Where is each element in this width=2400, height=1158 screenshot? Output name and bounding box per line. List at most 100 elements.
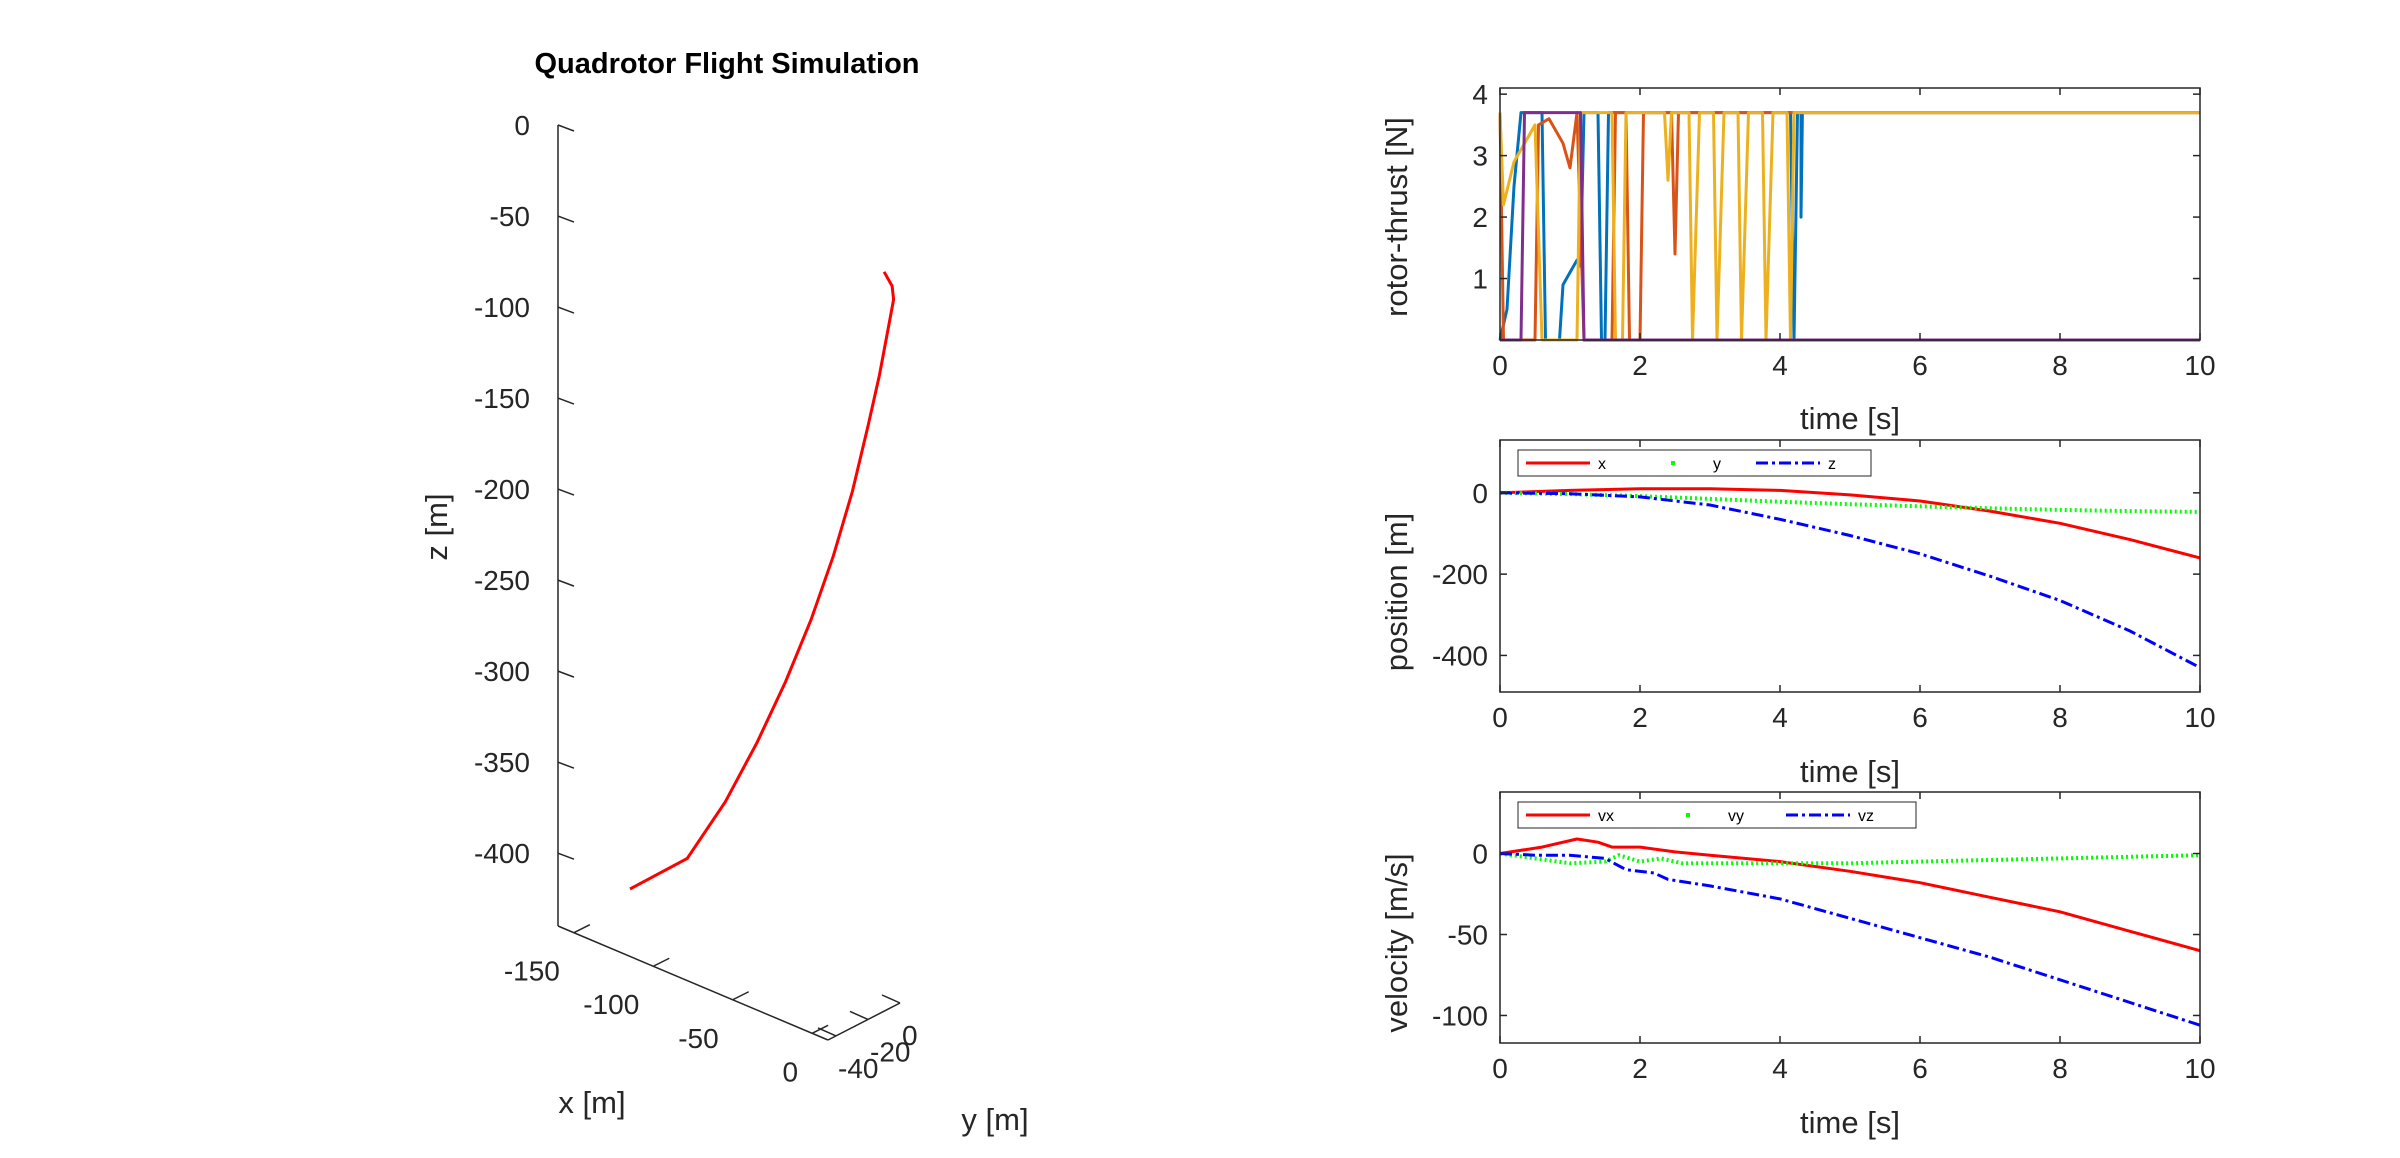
z-tick-mark	[557, 306, 575, 314]
z-tick-mark	[557, 852, 575, 860]
y-tick-label: 1	[1472, 264, 1488, 295]
x-tick-label: 8	[2052, 702, 2068, 733]
series-group	[1498, 111, 2200, 342]
y-tick-label: -200	[1432, 559, 1488, 590]
x-tick-label: 10	[2184, 1053, 2215, 1084]
axes-frame	[1499, 439, 2201, 693]
y-tick-label: -20	[870, 1036, 910, 1067]
z-tick-label: -150	[474, 383, 530, 414]
trajectory-line	[629, 271, 896, 891]
legend-label: vz	[1858, 808, 1874, 825]
x-tick-label: 0	[1492, 1053, 1508, 1084]
y-axis-label: velocity [m/s]	[1379, 853, 1414, 1032]
x-tick-label: -150	[504, 956, 560, 987]
x-tick-label: 4	[1772, 702, 1788, 733]
chart-title: Quadrotor Flight Simulation	[534, 48, 919, 80]
velocity-plot: velocity [m/s] time [s] 0 2 4 6 8 10 0 -50 -100 v…	[1379, 791, 2216, 1140]
y-tick-label: 0	[1472, 839, 1488, 870]
x-tick-label: 2	[1632, 702, 1648, 733]
x-tick-label: 2	[1632, 350, 1648, 381]
y-axis-label: rotor-thrust [N]	[1379, 117, 1414, 317]
legend-label: vx	[1598, 808, 1614, 825]
y-tick-label: 3	[1472, 141, 1488, 172]
x-axis-label: time [s]	[1800, 401, 1900, 436]
x-tick-label: 10	[2184, 350, 2215, 381]
x-tick-label: 4	[1772, 350, 1788, 381]
x-axis-line	[557, 925, 829, 1041]
series-line-x	[1499, 487, 2201, 560]
y-tick-label: -400	[1432, 640, 1488, 671]
z-tick-label: -250	[474, 565, 530, 596]
legend-label: vy	[1728, 808, 1744, 825]
x-axis-label: x [m]	[558, 1085, 625, 1120]
x-tick-label: 8	[2052, 1053, 2068, 1084]
x-axis-label: time [s]	[1800, 754, 1900, 789]
z-tick-label: -100	[474, 292, 530, 323]
x-tick-label: 2	[1632, 1053, 1648, 1084]
y-tick-mark	[881, 994, 901, 1004]
x-axis-ticks: -150 -100 -50 0	[504, 924, 829, 1087]
legend-label: x	[1598, 456, 1606, 473]
x-tick-label: -50	[678, 1023, 718, 1054]
y-tick-label: -40	[838, 1053, 878, 1084]
x-tick-label: -100	[583, 989, 639, 1020]
x-tick-label: 0	[1492, 702, 1508, 733]
y-tick-label: -50	[1448, 920, 1488, 951]
position-plot: position [m] time [s] 0 2 4 6 8 10 0 -200 -400 x y…	[1379, 439, 2216, 789]
x-tick-label: 6	[1912, 702, 1928, 733]
z-tick-mark	[557, 488, 575, 496]
z-axis-label: z [m]	[419, 493, 454, 560]
y-axis-label: position [m]	[1379, 513, 1414, 672]
y-axis-ticks: -40-200	[817, 994, 918, 1084]
z-tick-label: -200	[474, 474, 530, 505]
series-line-0	[1498, 111, 2200, 342]
z-tick-mark	[557, 397, 575, 405]
z-tick-mark	[557, 215, 575, 223]
y-tick-label: -100	[1432, 1000, 1488, 1031]
x-tick-mark	[573, 924, 591, 934]
axes-frame	[1499, 87, 2201, 341]
x-tick-label: 10	[2184, 702, 2215, 733]
legend-label: z	[1828, 456, 1836, 473]
y-axis-label: y [m]	[961, 1102, 1028, 1137]
x-tick-label: 0	[783, 1056, 799, 1087]
x-tick-label: 4	[1772, 1053, 1788, 1084]
x-tick-mark	[652, 957, 670, 967]
y-tick-label: 2	[1472, 202, 1488, 233]
y-tick-label: 4	[1472, 79, 1488, 110]
trajectory-3d-plot: Quadrotor Flight Simulation 0-50-100-150…	[419, 48, 1029, 1137]
z-tick-label: -50	[490, 201, 530, 232]
z-tick-label: -400	[474, 838, 530, 869]
series-group	[1499, 837, 2201, 1027]
z-tick-label: -350	[474, 747, 530, 778]
z-tick-mark	[557, 124, 575, 132]
z-tick-mark	[557, 579, 575, 587]
y-tick-mark	[817, 1027, 837, 1037]
x-axis-label: time [s]	[1800, 1105, 1900, 1140]
legend-label: y	[1713, 456, 1721, 473]
x-tick-label: 0	[1492, 350, 1508, 381]
series-group	[1499, 487, 2201, 669]
axes-frame	[1499, 791, 2201, 1044]
series-line-vy	[1499, 851, 2201, 866]
y-tick-label: 0	[902, 1020, 918, 1051]
z-tick-mark	[557, 761, 575, 769]
y-axis-line	[827, 1002, 901, 1041]
x-tick-label: 6	[1912, 1053, 1928, 1084]
series-line-vx	[1499, 837, 2201, 953]
z-tick-mark	[557, 670, 575, 678]
legend: x y z	[1517, 449, 1872, 477]
x-tick-label: 6	[1912, 350, 1928, 381]
series-line-vz	[1499, 852, 2201, 1027]
x-tick-mark	[732, 991, 750, 1001]
series-line-z	[1499, 491, 2201, 669]
y-tick-mark	[849, 1010, 869, 1021]
z-tick-label: 0	[514, 110, 530, 141]
z-tick-label: -300	[474, 656, 530, 687]
x-tick-label: 8	[2052, 350, 2068, 381]
z-axis-ticks: 0 -50 -100 -150 -200 -250 -300 -350 -400	[474, 110, 575, 869]
legend: vx vy vz	[1517, 801, 1917, 829]
y-tick-label: 0	[1472, 478, 1488, 509]
